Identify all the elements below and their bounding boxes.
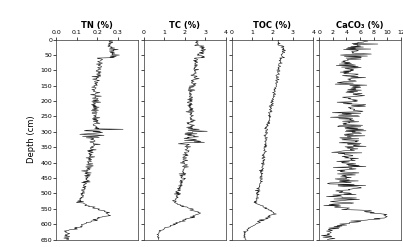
Title: TOC (%): TOC (%) xyxy=(253,21,291,30)
Title: TN (%): TN (%) xyxy=(81,21,113,30)
Title: TC (%): TC (%) xyxy=(169,21,200,30)
Y-axis label: Depth (cm): Depth (cm) xyxy=(27,116,36,163)
Title: CaCO₃ (%): CaCO₃ (%) xyxy=(337,21,384,30)
